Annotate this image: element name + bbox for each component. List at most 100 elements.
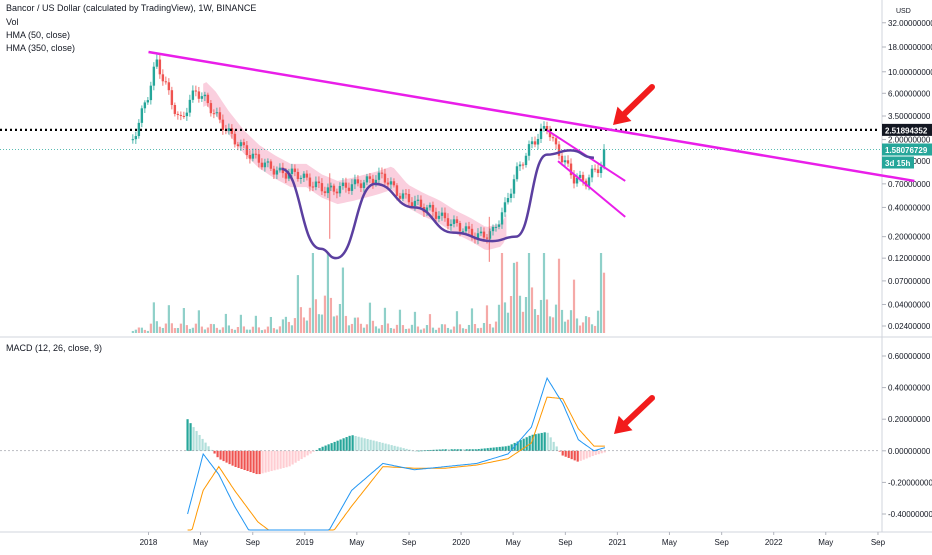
legend-hma-50[interactable]: HMA (50, close) — [6, 30, 71, 40]
candle-body — [260, 162, 264, 168]
volume-bar — [377, 328, 381, 333]
candle-body — [455, 219, 459, 224]
volume-bar — [599, 253, 603, 333]
macd-histogram-bar — [459, 449, 462, 451]
volume-bar — [191, 327, 194, 333]
candle-body — [563, 160, 567, 163]
candle-body — [161, 74, 165, 82]
volume-bar — [428, 314, 432, 333]
volume-bar — [311, 253, 315, 333]
time-axis-label: 2019 — [296, 538, 314, 547]
macd-histogram-bar — [321, 446, 324, 451]
volume-bar — [452, 326, 456, 333]
macd-axis-label: 0.60000000 — [888, 352, 931, 361]
volume-bar — [368, 302, 372, 333]
macd-line — [187, 376, 606, 531]
candle-body — [344, 182, 348, 188]
macd-histogram-bar — [342, 438, 345, 451]
macd-histogram-bar — [195, 431, 198, 451]
candle-body — [326, 187, 330, 194]
arrow-head — [614, 415, 633, 434]
macd-histogram-bar — [603, 450, 606, 453]
candle-body — [278, 167, 282, 171]
volume-bar — [467, 324, 471, 333]
volume-bar — [488, 323, 492, 333]
legend-macd[interactable]: MACD (12, 26, close, 9) — [6, 343, 103, 353]
candle-body — [203, 94, 207, 97]
candle-body — [275, 170, 279, 175]
macd-histogram-bar — [537, 433, 540, 451]
volume-bar — [242, 326, 245, 333]
volume-bar — [566, 319, 570, 333]
macd-histogram-bar — [393, 445, 396, 451]
macd-histogram-bar — [522, 438, 525, 451]
volume-bar — [137, 327, 140, 333]
candle-body — [485, 237, 489, 239]
candle-body — [188, 99, 192, 113]
legend-volume[interactable]: Vol — [6, 17, 19, 27]
time-axis-label: May — [193, 538, 208, 547]
candle-body — [242, 142, 246, 146]
candle-body — [254, 153, 258, 155]
volume-bar — [449, 329, 453, 333]
candles — [131, 54, 606, 245]
macd-axis-label: 0.00000000 — [888, 447, 931, 456]
volume-bar — [347, 325, 351, 333]
volume-bar — [149, 323, 152, 333]
volume-bar — [593, 325, 597, 333]
macd-histogram-bar — [282, 450, 285, 469]
volume-bar — [227, 325, 230, 333]
volume-bar — [257, 327, 261, 333]
macd-histogram-bar — [387, 444, 390, 451]
macd-histogram-bar — [288, 450, 291, 467]
candle-body — [395, 185, 399, 196]
macd-histogram-bar — [435, 449, 438, 451]
candle-body — [287, 174, 291, 179]
macd-histogram-bar — [567, 450, 570, 458]
candle-body — [227, 128, 231, 131]
macd-histogram-bar — [240, 450, 243, 470]
legend-hma-350[interactable]: HMA (350, close) — [6, 43, 76, 53]
price-badge-bg — [882, 156, 914, 169]
macd-histogram-bar — [249, 450, 252, 473]
candle-body — [461, 231, 465, 233]
macd-histogram-bar — [408, 449, 411, 451]
candle-body — [230, 128, 234, 134]
macd-histogram-bar — [330, 443, 333, 451]
price-axis-label: 3.50000000 — [888, 112, 931, 121]
volume-bars — [131, 253, 606, 333]
volume-bar — [143, 329, 146, 333]
volume-bar — [335, 315, 339, 333]
macd-histogram-bar — [477, 449, 480, 451]
volume-bar — [503, 302, 507, 333]
candle-body — [425, 207, 429, 213]
candle-body — [269, 161, 273, 169]
candle-body — [533, 141, 537, 145]
volume-bar — [416, 326, 420, 333]
volume-bar — [533, 309, 537, 333]
legend-title[interactable]: Bancor / US Dollar (calculated by Tradin… — [6, 3, 257, 13]
volume-bar — [353, 317, 357, 333]
macd-histogram-bar — [258, 450, 261, 475]
candle-body — [503, 202, 507, 213]
candle-body — [428, 204, 432, 208]
volume-bar — [389, 328, 393, 333]
candle-body — [389, 181, 393, 185]
candle-body — [323, 191, 327, 194]
macd-histogram-bar — [570, 450, 573, 460]
price-axis-label: 0.70000000 — [888, 180, 931, 189]
volume-bar — [158, 326, 161, 333]
macd-histogram-bar — [357, 436, 360, 451]
volume-bar — [284, 316, 288, 333]
price-axis-label: 0.20000000 — [888, 233, 931, 242]
volume-bar — [602, 272, 606, 333]
volume-bar — [395, 324, 399, 333]
macd-histogram-bar — [600, 450, 603, 454]
volume-bar — [401, 325, 405, 333]
macd-histogram-bar — [384, 443, 387, 451]
candle-body — [173, 105, 177, 114]
volume-bar — [164, 323, 167, 333]
candle-body — [152, 66, 156, 86]
